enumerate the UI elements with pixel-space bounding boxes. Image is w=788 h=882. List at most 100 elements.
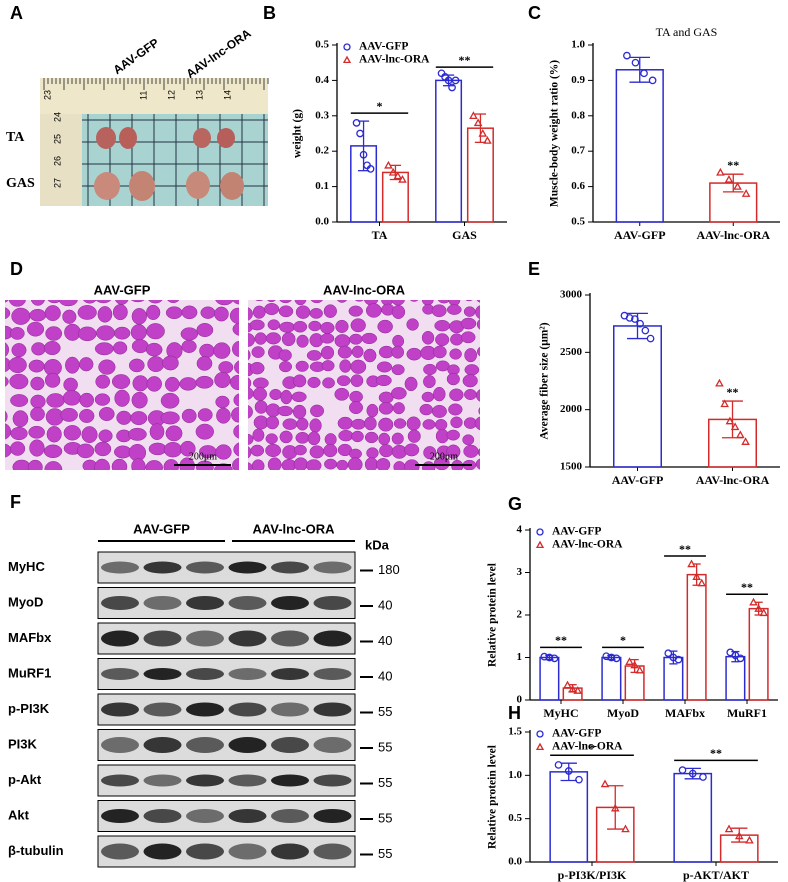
- fiber: [408, 472, 423, 484]
- y-tick-label: 0.5: [508, 812, 522, 824]
- fiber: [76, 443, 95, 459]
- fiber: [94, 458, 110, 470]
- fiber: [463, 473, 475, 485]
- fiber: [239, 471, 254, 483]
- significance-label: **: [727, 385, 739, 399]
- fiber: [348, 305, 363, 317]
- fiber: [58, 300, 78, 307]
- legend-label: AAV-lnc-ORA: [359, 54, 430, 66]
- fiber: [377, 319, 393, 334]
- y-axis-title: Muscle-body weight ratio (%): [549, 60, 561, 207]
- row-label: TA: [6, 130, 25, 145]
- fiber: [252, 377, 269, 389]
- fiber: [30, 300, 45, 306]
- data-point: [730, 422, 740, 431]
- fiber: [264, 303, 280, 316]
- muscle: [193, 128, 211, 148]
- blot-band: [143, 561, 182, 574]
- fiber: [9, 373, 29, 390]
- data-point: [473, 118, 483, 127]
- data-point: [564, 767, 573, 775]
- fiber: [265, 433, 278, 445]
- protein-label: MyoD: [8, 594, 43, 609]
- blot-group-label: AAV-GFP: [133, 521, 190, 536]
- fiber: [365, 303, 382, 318]
- fiber: [215, 300, 234, 306]
- fiber: [391, 387, 407, 400]
- ruler-top: [40, 78, 268, 114]
- fiber: [435, 333, 450, 347]
- fiber: [231, 407, 239, 423]
- blot-band: [271, 702, 309, 717]
- data-point: [687, 559, 696, 568]
- fiber: [5, 410, 8, 423]
- y-tick-label: 0.5: [315, 39, 329, 51]
- fiber: [463, 306, 476, 317]
- fiber: [8, 356, 27, 374]
- significance-label: *: [589, 741, 595, 755]
- fiber: [460, 331, 476, 344]
- fiber: [446, 444, 461, 459]
- data-point: [398, 174, 407, 183]
- fiber: [404, 443, 420, 457]
- fiber: [306, 350, 322, 361]
- blot-band: [101, 596, 139, 610]
- blot-band: [313, 596, 352, 610]
- fiber: [306, 459, 322, 470]
- blot-band: [143, 596, 182, 610]
- panel-label: F: [10, 492, 21, 512]
- fiber: [254, 400, 268, 414]
- fiber: [180, 327, 199, 341]
- blot-band: [186, 843, 224, 860]
- fiber: [179, 457, 195, 470]
- fiber: [265, 443, 282, 458]
- fiber: [460, 317, 477, 330]
- fiber: [5, 307, 11, 320]
- data-point: [716, 167, 725, 176]
- fiber: [131, 308, 147, 325]
- unit-label: kDa: [365, 537, 390, 552]
- blot-band: [228, 630, 267, 647]
- fiber: [251, 346, 265, 358]
- significance-label: **: [459, 53, 471, 67]
- data-point: [621, 824, 630, 833]
- fiber: [282, 418, 298, 430]
- fiber: [391, 432, 404, 445]
- fiber: [339, 359, 352, 373]
- protein-label: p-Akt: [8, 772, 42, 787]
- fiber: [148, 300, 163, 304]
- fiber: [277, 405, 294, 417]
- x-tick-label: p-AKT/AKT: [683, 868, 749, 882]
- size-label: 55: [378, 810, 392, 825]
- fiber: [310, 300, 323, 304]
- fiber: [349, 401, 364, 415]
- fiber: [350, 318, 366, 333]
- fiber: [280, 389, 293, 405]
- fiber: [233, 393, 239, 407]
- fiber: [378, 417, 394, 432]
- fiber: [62, 390, 82, 406]
- fiber: [279, 300, 292, 304]
- fiber: [295, 431, 310, 444]
- panel-label: D: [10, 259, 23, 279]
- fiber: [433, 386, 446, 402]
- fiber: [229, 374, 239, 391]
- size-label: 40: [378, 597, 392, 612]
- fiber: [437, 300, 451, 304]
- fiber: [5, 342, 9, 358]
- fiber: [366, 403, 379, 418]
- fiber: [476, 318, 480, 330]
- blot-band: [186, 774, 224, 787]
- fiber: [145, 460, 163, 470]
- x-tick-label: AAV-lnc-ORA: [696, 473, 770, 487]
- fiber: [232, 457, 239, 470]
- fiber: [30, 407, 45, 422]
- fiber: [434, 419, 448, 431]
- fiber: [145, 342, 163, 357]
- fiber: [376, 361, 393, 373]
- fiber: [476, 300, 480, 303]
- panel-label: E: [528, 259, 540, 279]
- fiber: [10, 441, 26, 456]
- fiber: [423, 375, 436, 389]
